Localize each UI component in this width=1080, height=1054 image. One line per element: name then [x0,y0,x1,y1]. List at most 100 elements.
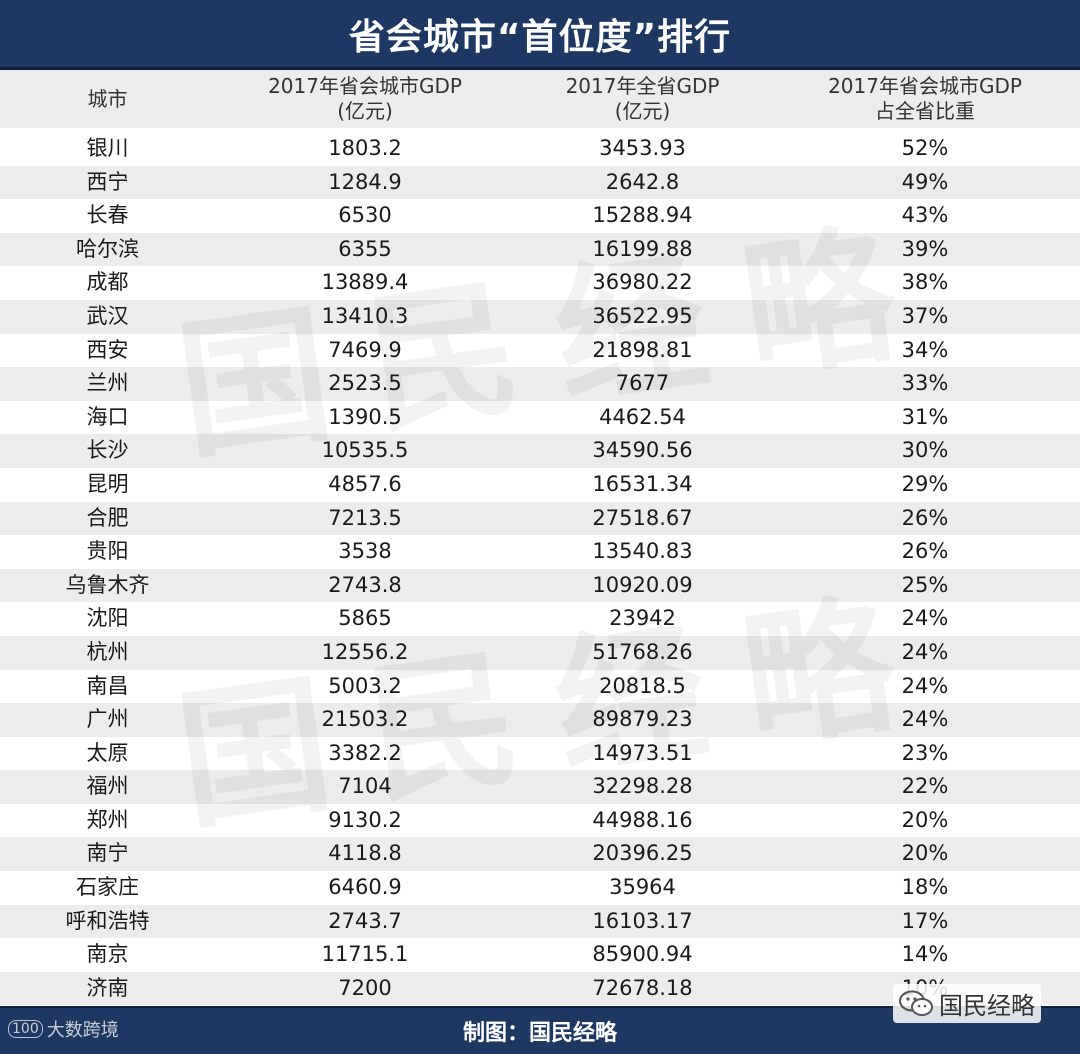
table-row: 沈阳 5865 23942 24% [0,602,1080,636]
cell-ratio: 39% [901,236,949,261]
cell-city: 西宁 [86,169,129,194]
cell-city: 海口 [86,404,129,429]
cell-province-gdp: 13540.83 [592,539,693,564]
cell-province-gdp: 3453.93 [599,136,686,160]
header-city: 城市 [0,70,215,128]
cell-city-gdp: 1803.2 [328,136,402,160]
cell-ratio: 18% [901,875,949,900]
cell-city: 长春 [86,203,129,228]
cell-city: 贵阳 [86,539,129,564]
table-row: 石家庄 6460.9 35964 18% [0,871,1080,905]
cell-city: 银川 [86,136,129,160]
table-row: 西宁 1284.9 2642.8 49% [0,165,1080,200]
footer-credit: 制图：国民经略 [0,1006,1080,1054]
table-row: 武汉 13410.3 36522.95 37% [0,299,1080,334]
cell-ratio: 34% [901,337,949,362]
table-row: 南京 11715.1 85900.94 14% [0,938,1080,972]
cell-city-gdp: 13410.3 [321,303,409,328]
cell-city: 乌鲁木齐 [65,572,150,597]
cell-city: 郑州 [86,807,129,832]
table-row: 太原 3382.2 14973.51 23% [0,736,1080,771]
corner-logo-mark: 100 [8,1020,43,1038]
cell-city: 昆明 [86,471,129,496]
cell-city: 合肥 [86,505,129,530]
cell-ratio: 24% [901,639,949,664]
header-province-gdp-line1: 2017年全省GDP [565,74,720,98]
cell-city-gdp: 5003.2 [328,673,402,698]
cell-city-gdp: 5865 [338,606,392,631]
cell-ratio: 22% [901,774,949,799]
cell-city-gdp: 4857.6 [328,471,402,496]
header-city-gdp: 2017年省会城市GDP (亿元) [215,70,515,128]
cell-province-gdp: 7677 [615,371,670,396]
cell-city-gdp: 7104 [338,774,392,799]
table-header: 城市 2017年省会城市GDP (亿元) 2017年全省GDP (亿元) 201… [0,70,1080,128]
cell-province-gdp: 72678.18 [592,975,693,1000]
cell-city: 沈阳 [86,606,129,631]
cell-province-gdp: 2642.8 [605,169,680,194]
table-row: 银川 1803.2 3453.93 52% [0,132,1080,166]
cell-city: 南宁 [86,841,129,866]
cell-province-gdp: 32298.28 [592,774,693,799]
cell-ratio: 24% [901,673,949,698]
cell-city: 兰州 [86,371,129,396]
cell-city-gdp: 3538 [338,539,392,564]
header-city-label: 城市 [87,86,128,111]
cell-city-gdp: 2743.8 [328,572,402,597]
cell-province-gdp: 36980.22 [592,270,693,295]
cell-city-gdp: 4118.8 [328,841,402,866]
cell-province-gdp: 14973.51 [592,740,693,765]
table-row: 贵阳 3538 13540.83 26% [0,535,1080,569]
cell-province-gdp: 89879.23 [592,707,693,732]
cell-ratio: 20% [901,841,949,866]
cell-city-gdp: 11715.1 [321,942,409,967]
cell-ratio: 26% [901,539,949,564]
table-row: 哈尔滨 6355 16199.88 39% [0,232,1080,267]
table-row: 乌鲁木齐 2743.8 10920.09 25% [0,568,1080,603]
cell-ratio: 17% [901,908,949,933]
cell-city: 呼和浩特 [65,908,150,933]
cell-city: 武汉 [86,303,129,328]
cell-city: 济南 [86,975,129,1000]
table-row: 福州 7104 32298.28 22% [0,770,1080,804]
cell-city: 太原 [86,740,129,765]
cell-ratio: 37% [901,303,949,328]
cell-ratio: 25% [901,572,949,597]
cell-city: 哈尔滨 [76,236,139,261]
cell-province-gdp: 35964 [609,875,676,900]
cell-city: 南昌 [86,673,129,698]
cell-city: 福州 [86,774,129,799]
cell-province-gdp: 10920.09 [592,572,693,597]
cell-ratio: 30% [901,438,949,463]
cell-city-gdp: 2743.7 [328,908,402,933]
cell-city-gdp: 7469.9 [328,337,402,362]
table-row: 杭州 12556.2 51768.26 24% [0,635,1080,670]
header-province-gdp: 2017年全省GDP (亿元) [515,70,770,128]
table-row: 合肥 7213.5 27518.67 26% [0,501,1080,536]
cell-city: 广州 [86,707,129,732]
wechat-watermark: 国民经略 [893,984,1041,1023]
table-row: 海口 1390.5 4462.54 31% [0,400,1080,435]
table-row: 兰州 2523.5 7677 33% [0,367,1080,401]
cell-city-gdp: 2523.5 [328,371,402,396]
cell-city-gdp: 6355 [338,236,392,261]
cell-ratio: 29% [901,471,949,496]
cell-province-gdp: 44988.16 [592,807,693,832]
cell-city: 成都 [86,270,129,295]
header-province-gdp-line2: (亿元) [614,99,671,123]
cell-city-gdp: 1390.5 [328,404,402,429]
cell-ratio: 38% [901,270,949,295]
cell-ratio: 31% [901,404,949,429]
cell-ratio: 14% [901,942,949,967]
wechat-account-name: 国民经略 [939,992,1035,1020]
cell-province-gdp: 16199.88 [592,236,693,261]
cell-city: 石家庄 [76,875,139,900]
cell-ratio: 49% [901,169,949,194]
wechat-icon [899,990,933,1018]
header-ratio-line1: 2017年省会城市GDP [828,74,1022,98]
cell-province-gdp: 20818.5 [599,673,686,698]
table-row: 昆明 4857.6 16531.34 29% [0,467,1080,502]
table-title: 省会城市“首位度”排行 [0,0,1080,70]
cell-ratio: 20% [901,807,949,832]
table-row: 广州 21503.2 89879.23 24% [0,703,1080,737]
